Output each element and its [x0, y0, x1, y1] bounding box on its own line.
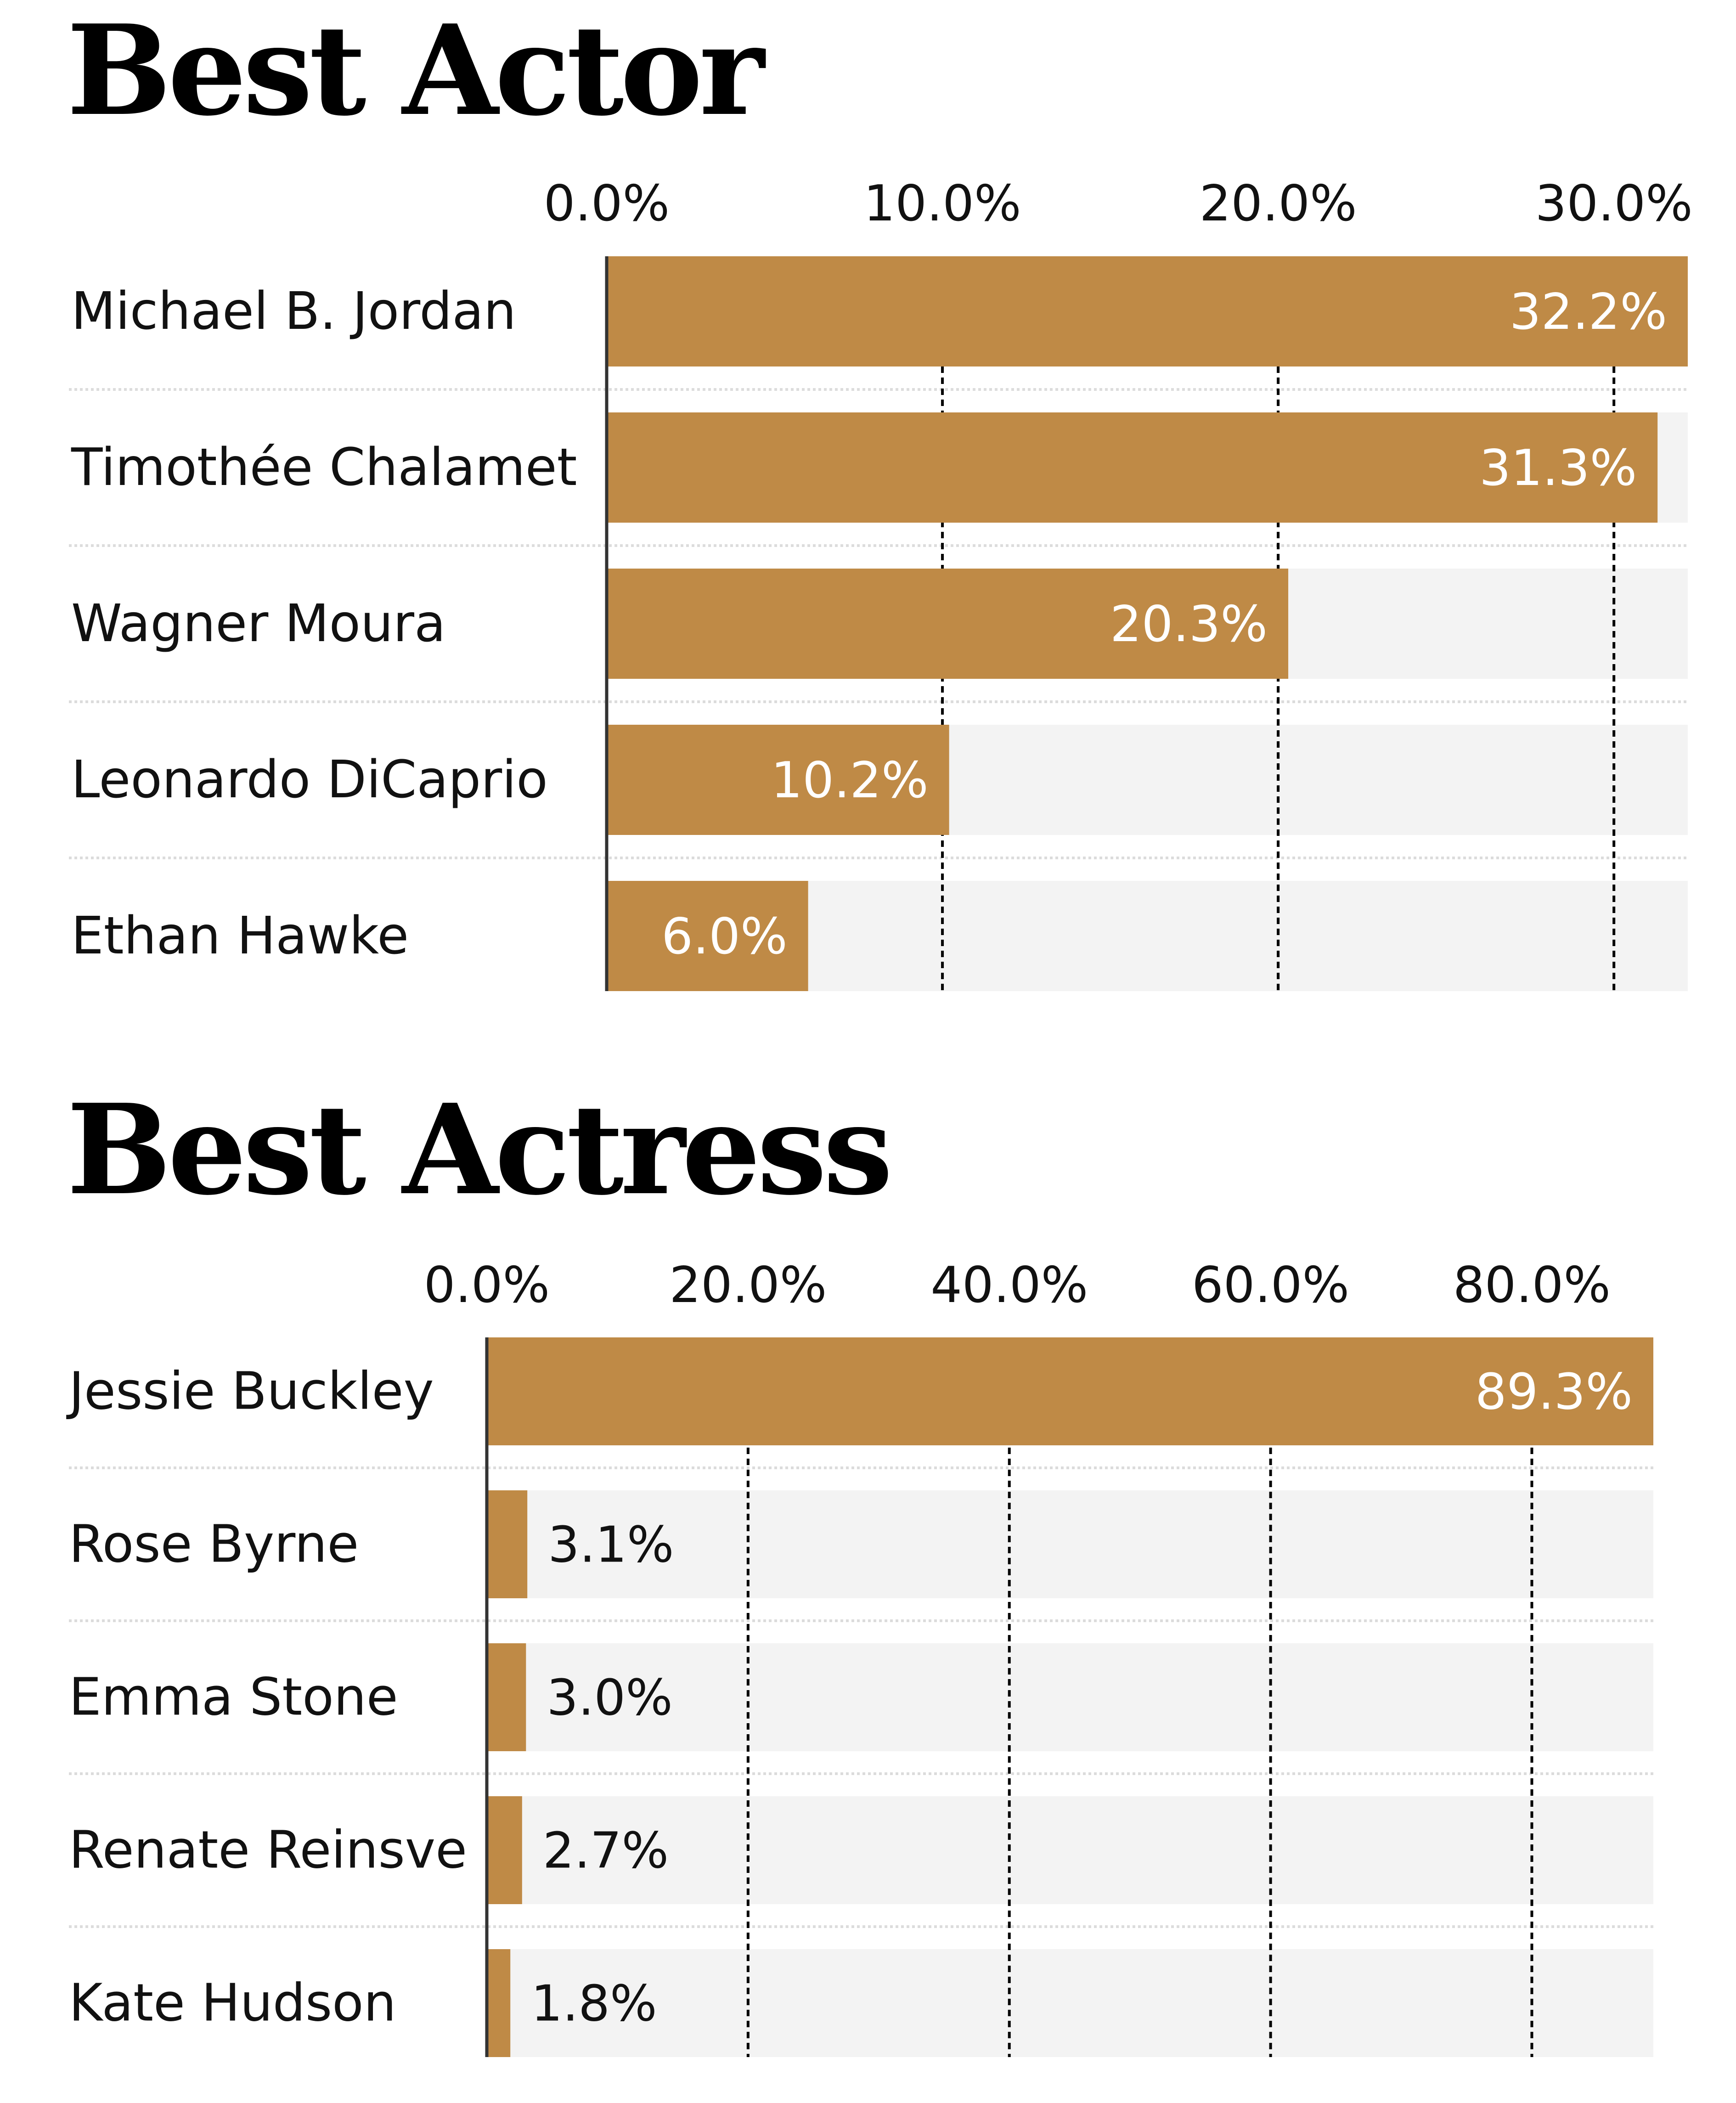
data-label: 3.1%: [548, 1517, 674, 1574]
category-label: Leonardo DiCaprio: [71, 750, 548, 810]
bar: [607, 569, 1289, 679]
category-label: Wagner Moura: [71, 594, 446, 654]
category-label: Kate Hudson: [69, 1973, 396, 2033]
data-label: 2.7%: [543, 1822, 669, 1880]
category-label: Michael B. Jordan: [71, 282, 516, 341]
data-label: 3.0%: [547, 1669, 672, 1727]
bar-track: [487, 1490, 1653, 1598]
bar: [487, 1949, 511, 2057]
bar: [607, 412, 1658, 523]
data-label: 10.2%: [771, 752, 929, 809]
category-label: Timothée Chalamet: [71, 438, 577, 497]
bar: [487, 1796, 522, 1904]
data-label: 20.3%: [1110, 596, 1268, 653]
bar-track: [487, 1949, 1653, 2057]
bar: [487, 1490, 528, 1598]
category-label: Ethan Hawke: [71, 906, 409, 966]
bar: [487, 1337, 1653, 1445]
chart-title: Best Actress: [67, 1077, 889, 1223]
x-tick-label: 0.0%: [544, 175, 670, 232]
x-tick-label: 80.0%: [1453, 1257, 1611, 1314]
category-label: Jessie Buckley: [66, 1362, 434, 1421]
data-label: 89.3%: [1475, 1364, 1633, 1421]
best-actor-chart: Best Actor 0.0% 10.0% 20.0% 30.0% Michael B.…: [67, 0, 1693, 991]
data-label: 1.8%: [531, 1975, 657, 2033]
data-label: 31.3%: [1479, 440, 1637, 497]
category-label: Rose Byrne: [69, 1515, 359, 1574]
chart-title: Best Actor: [67, 0, 767, 143]
bar: [607, 725, 949, 835]
x-tick-label: 20.0%: [1200, 175, 1357, 232]
data-label: 32.2%: [1510, 283, 1667, 341]
best-actress-chart: Best Actress 0.0% 20.0% 40.0% 60.0% 80.0% Jes…: [66, 1077, 1653, 2057]
bar-track: [487, 1643, 1653, 1751]
data-label: 6.0%: [661, 908, 787, 965]
bar: [487, 1643, 526, 1751]
x-tick-label: 30.0%: [1535, 175, 1693, 232]
x-tick-label: 10.0%: [864, 175, 1021, 232]
bar-track: [487, 1796, 1653, 1904]
x-tick-label: 20.0%: [669, 1257, 827, 1314]
x-tick-label: 40.0%: [930, 1257, 1088, 1314]
x-tick-label: 60.0%: [1192, 1257, 1349, 1314]
category-label: Renate Reinsve: [69, 1821, 467, 1880]
category-label: Emma Stone: [69, 1668, 398, 1727]
bar: [607, 881, 808, 991]
x-tick-label: 0.0%: [424, 1257, 550, 1314]
bar: [607, 256, 1688, 366]
